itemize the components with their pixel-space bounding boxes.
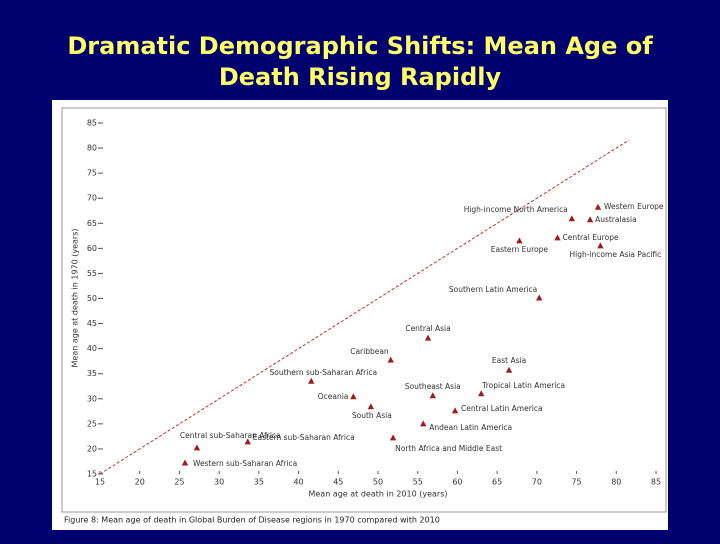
point-label: Southern sub-Saharan Africa [270, 368, 378, 377]
x-tick-label: 45 [333, 478, 343, 487]
plot: 15 20 25 30 35 40 45 50 55 60 65 70 75 80 85 15 20 25 30 35… [71, 119, 664, 499]
caption: Figure 8: Mean age of death in Global Bu… [64, 516, 440, 525]
point-label: High-income North America [464, 205, 568, 214]
y-tick-label: 70 [87, 194, 97, 203]
point [505, 366, 513, 373]
point-label: High-income Asia Pacific [570, 250, 662, 259]
y-tick-label: 75 [87, 169, 97, 178]
point-label: Eastern sub-Saharan Africa [253, 433, 355, 442]
x-tick-label: 70 [532, 478, 542, 487]
point [536, 294, 543, 301]
y-tick-label: 20 [87, 444, 97, 453]
point [568, 215, 576, 222]
point [451, 407, 459, 414]
y-tick-label: 35 [87, 369, 97, 378]
point-label: Andean Latin America [429, 423, 512, 432]
point [308, 377, 315, 384]
y-tick-label: 60 [87, 244, 97, 253]
y-tick-label: 85 [87, 119, 97, 128]
point-label: Central Asia [405, 324, 450, 333]
y-tick-label: 40 [87, 344, 97, 353]
y-tick-label: 50 [87, 294, 97, 303]
x-tick-label: 30 [214, 478, 224, 487]
point [350, 393, 357, 400]
point [420, 420, 427, 427]
x-tick-label: 15 [95, 478, 105, 487]
x-tick-label: 50 [373, 478, 383, 487]
point-label: Oceania [318, 392, 349, 401]
figure-panel [52, 100, 668, 530]
point-label: South Asia [352, 411, 392, 420]
point-label: Central Europe [563, 233, 619, 242]
point-label: Western sub-Saharan Africa [193, 459, 297, 468]
y-tick-label: 30 [87, 394, 97, 403]
point-label: Southeast Asia [405, 382, 461, 391]
point [597, 242, 604, 249]
point-label: Central Latin America [461, 404, 543, 413]
y-tick-label: 65 [87, 219, 97, 228]
point-label: East Asia [492, 356, 526, 365]
y-tick-label: 55 [87, 269, 97, 278]
reference-line [99, 139, 630, 475]
x-tick-label: 60 [452, 478, 462, 487]
point-label: Tropical Latin America [481, 381, 565, 390]
point [193, 444, 201, 451]
x-axis-label: Mean age at death in 2010 (years) [308, 490, 447, 499]
x-tick-label: 65 [492, 478, 502, 487]
y-tick-label: 25 [87, 419, 97, 428]
point [244, 438, 251, 445]
x-tick-label: 40 [293, 478, 303, 487]
x-tick-label: 25 [174, 478, 184, 487]
point-label: Eastern Europe [491, 245, 549, 254]
point [516, 237, 523, 244]
title: Dramatic Demographic Shifts: Mean Age of [67, 32, 653, 60]
point [387, 356, 394, 363]
point [586, 216, 594, 223]
point-label: Central sub-Saharan Africa [180, 431, 281, 440]
y-axis-label: Mean age at death in 1970 (years) [71, 228, 80, 367]
point [181, 459, 189, 466]
point [554, 234, 561, 241]
plot-frame [61, 107, 667, 513]
point [367, 403, 375, 410]
x-tick-label: 85 [651, 478, 661, 487]
x-tick-label: 75 [571, 478, 581, 487]
point-label: Caribbean [350, 347, 389, 356]
x-tick-label: 20 [135, 478, 145, 487]
point-label: Australasia [595, 215, 637, 224]
point-label: North Africa and Middle East [395, 444, 502, 453]
title: Death Rising Rapidly [219, 63, 502, 91]
point [594, 203, 602, 210]
y-tick-label: 80 [87, 144, 97, 153]
y-tick-label: 45 [87, 319, 97, 328]
point-label: Western Europe [604, 202, 664, 211]
point [478, 390, 485, 397]
point [389, 434, 397, 441]
point-label: Southern Latin America [449, 285, 537, 294]
y-tick-label: 15 [87, 470, 97, 479]
point [424, 334, 432, 341]
x-tick-label: 80 [611, 478, 621, 487]
x-tick-label: 55 [413, 478, 423, 487]
x-tick-label: 35 [254, 478, 264, 487]
point [429, 392, 437, 399]
